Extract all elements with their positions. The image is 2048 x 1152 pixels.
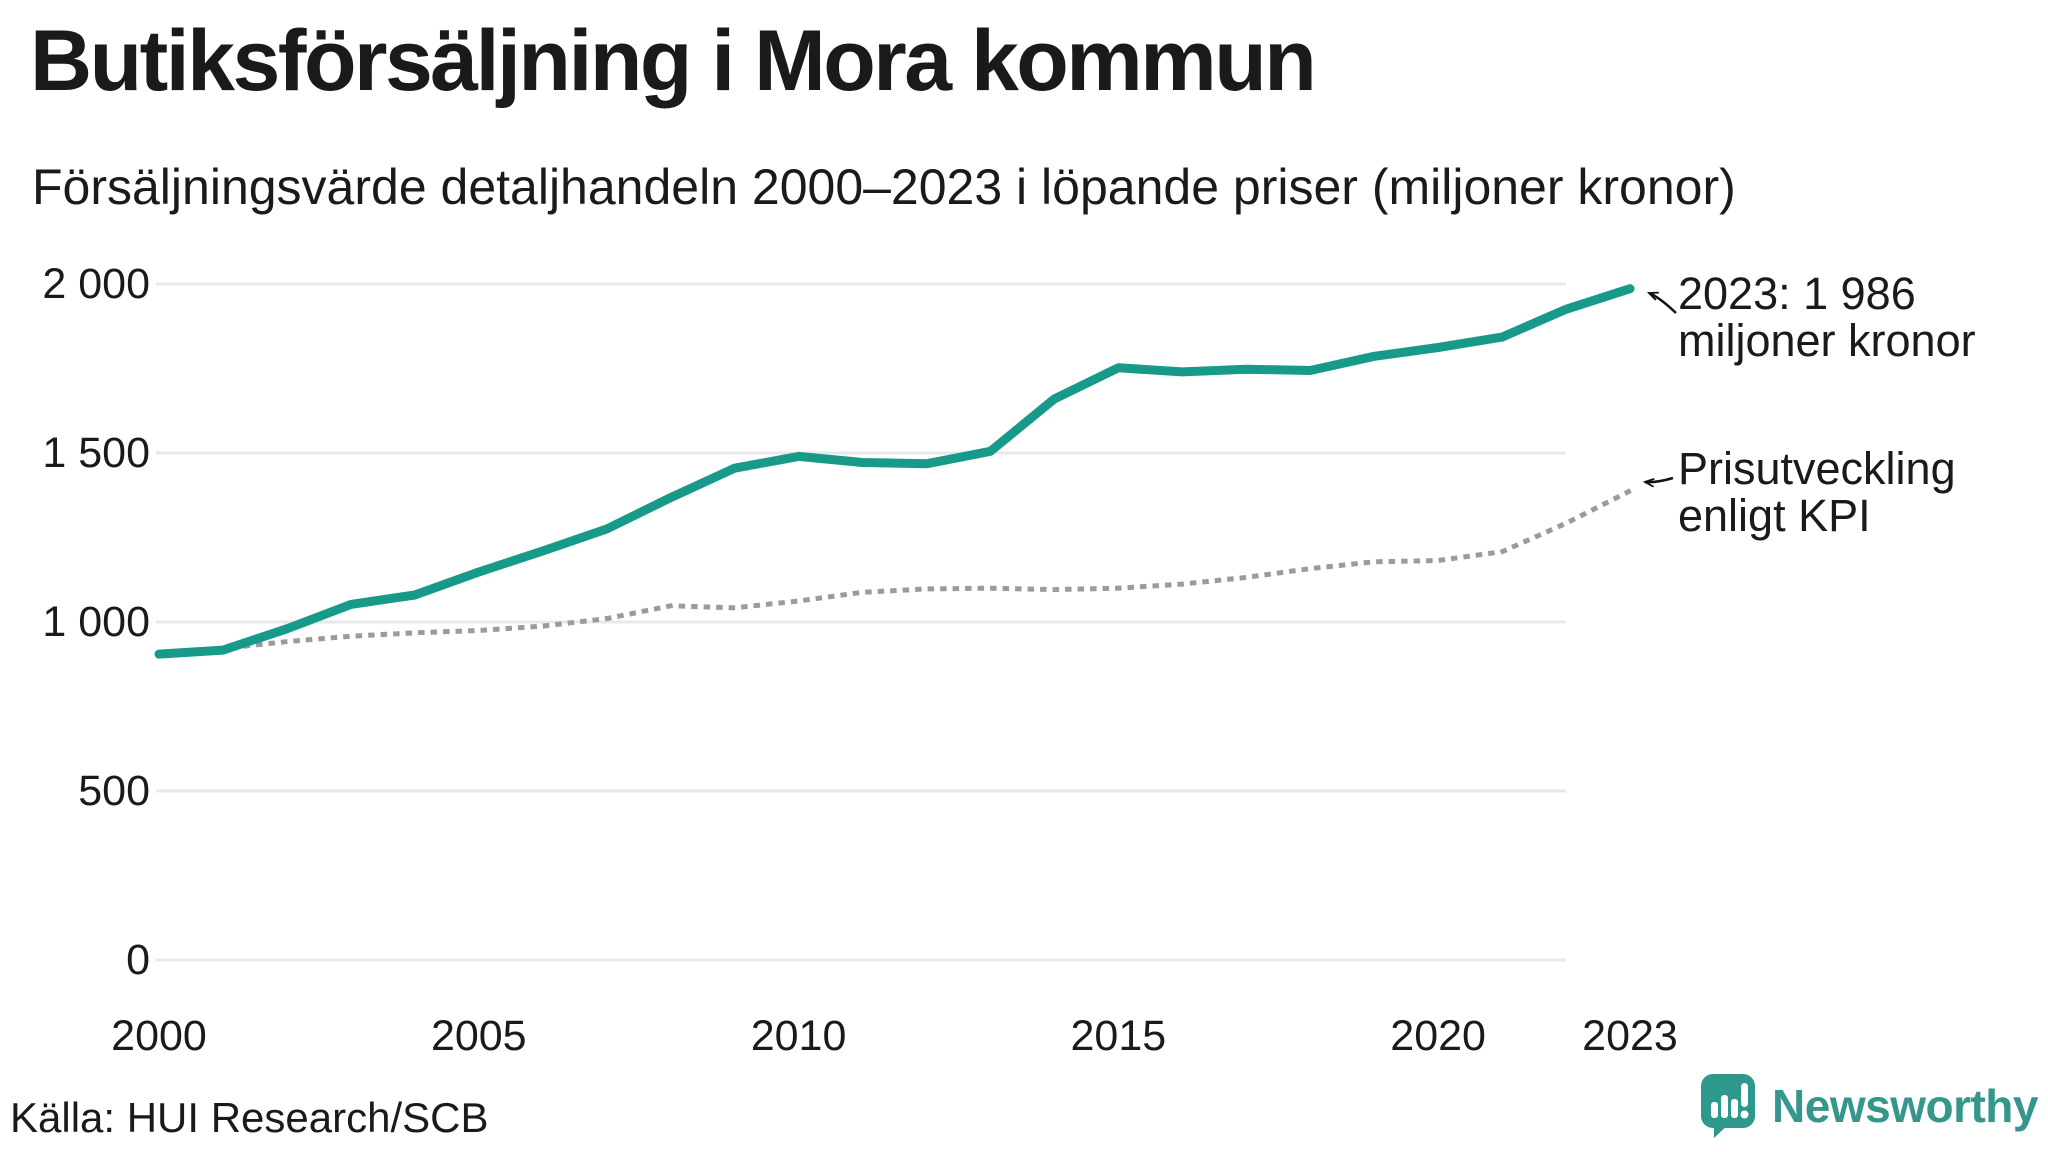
sales-value-line (154, 284, 1635, 659)
chart-subtitle: Försäljningsvärde detaljhandeln 2000–202… (32, 159, 1736, 215)
newsworthy-chart-bubble-icon (1701, 1074, 1756, 1138)
x-tick-2: 2010 (750, 1012, 847, 1060)
x-tick-0: 2000 (111, 1012, 207, 1060)
kpi-dotted-line (156, 487, 1634, 657)
x-tick-4: 2020 (1390, 1012, 1486, 1060)
x-tick-1: 2005 (430, 1012, 527, 1060)
newsworthy-logo: Newsworthy (1700, 1072, 2038, 1140)
y-tick-1: 1 500 (42, 429, 150, 477)
kpi-annotation-line2: enligt KPI (1678, 490, 1871, 541)
kpi-annotation: Prisutveckling enligt KPI (1678, 445, 1956, 539)
annotation-arrows (1645, 293, 1677, 482)
horizontal-gridlines (156, 282, 1566, 962)
x-tick-5: 2023 (1582, 1012, 1678, 1060)
y-tick-3: 500 (78, 767, 150, 815)
arrow-to-sales-line-end (1649, 293, 1677, 314)
latest-value-line1: 2023: 1 986 (1678, 268, 1916, 319)
latest-value-line2: miljoner kronor (1678, 315, 1976, 366)
source-credit: Källa: HUI Research/SCB (10, 1094, 489, 1141)
x-tick-3: 2015 (1070, 1012, 1167, 1060)
brand-name: Newsworthy (1772, 1080, 2038, 1132)
y-tick-4: 0 (126, 936, 150, 984)
arrow-to-kpi-line-end (1645, 476, 1674, 482)
page-title: Butiksförsäljning i Mora kommun (30, 13, 1317, 109)
y-tick-0: 2 000 (42, 260, 150, 308)
y-tick-2: 1 000 (42, 598, 150, 646)
latest-value-annotation: 2023: 1 986 miljoner kronor (1678, 270, 1976, 364)
kpi-annotation-line1: Prisutveckling (1678, 443, 1956, 494)
